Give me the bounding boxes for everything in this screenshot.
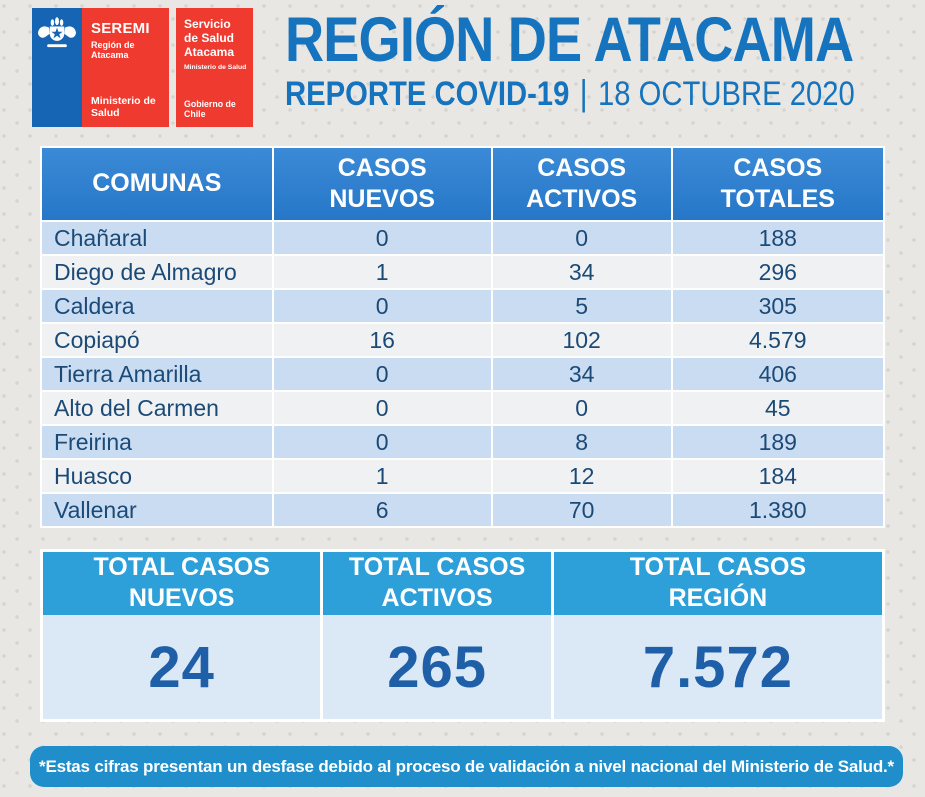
casos-activos-cell: 34 (492, 256, 671, 288)
servicio-logo-line2: de Salud (184, 30, 235, 45)
table-row: Freirina 0 8 189 (42, 426, 883, 458)
casos-activos-cell: 12 (492, 460, 671, 492)
comuna-cell: Copiapó (42, 324, 272, 356)
total-nuevos-value: 24 (43, 615, 321, 719)
table-row: Huasco 1 12 184 (42, 460, 883, 492)
casos-totales-cell: 4.579 (672, 324, 883, 356)
comuna-cell: Freirina (42, 426, 272, 458)
table-row: Vallenar 6 70 1.380 (42, 494, 883, 526)
subtitle-date: 18 OCTUBRE 2020 (598, 75, 855, 114)
totals-header-text: TOTAL CASOS (93, 553, 270, 581)
totals-values-row: 24 265 7.572 (43, 615, 882, 719)
casos-activos-cell: 70 (492, 494, 671, 526)
casos-totales-cell: 45 (672, 392, 883, 424)
totals-header-row: TOTAL CASOS NUEVOS TOTAL CASOS ACTIVOS T… (43, 552, 882, 615)
casos-nuevos-cell: 16 (273, 324, 491, 356)
casos-activos-cell: 0 (492, 222, 671, 254)
cases-table-header: COMUNAS CASOS NUEVOS CASOS ACTIVOS CASOS… (42, 148, 883, 220)
column-header-text: CASOS (337, 153, 427, 182)
servicio-salud-logo: Servicio de Salud Atacama Ministerio de … (176, 8, 253, 127)
comuna-cell: Tierra Amarilla (42, 358, 272, 390)
comuna-cell: Chañaral (42, 222, 272, 254)
totals-header-text: NUEVOS (128, 584, 235, 613)
column-header-text: NUEVOS (329, 185, 435, 213)
column-header-text: CASOS (733, 153, 823, 182)
casos-nuevos-cell: 0 (273, 222, 491, 254)
comuna-cell: Diego de Almagro (42, 256, 272, 288)
casos-nuevos-cell: 0 (273, 290, 491, 322)
totals-header-text: ACTIVOS (381, 584, 493, 613)
seremi-logo: SEREMI Región de Atacama Ministerio de S… (32, 8, 169, 127)
comuna-cell: Caldera (42, 290, 272, 322)
seremi-logo-ministry: Ministerio de Salud (91, 95, 156, 119)
casos-totales-cell: 296 (672, 256, 883, 288)
cases-table: COMUNAS CASOS NUEVOS CASOS ACTIVOS CASOS… (40, 146, 885, 528)
casos-activos-cell: 0 (492, 392, 671, 424)
casos-nuevos-cell: 1 (273, 256, 491, 288)
casos-totales-cell: 188 (672, 222, 883, 254)
casos-totales-cell: 406 (672, 358, 883, 390)
total-activos-header: TOTAL CASOS ACTIVOS (323, 552, 551, 615)
casos-activos-cell: 102 (492, 324, 671, 356)
subtitle-separator: | (579, 72, 588, 114)
footnote-banner: *Estas cifras presentan un desfase debid… (30, 746, 903, 787)
comuna-cell: Alto del Carmen (42, 392, 272, 424)
column-header-comunas: COMUNAS (42, 148, 272, 220)
seremi-logo-red-band: SEREMI Región de Atacama Ministerio de S… (82, 8, 169, 127)
column-header-casos-nuevos: CASOS NUEVOS (273, 148, 491, 220)
total-region-value: 7.572 (553, 615, 882, 719)
table-row: Alto del Carmen 0 0 45 (42, 392, 883, 424)
casos-totales-cell: 189 (672, 426, 883, 458)
column-header-text: CASOS (537, 153, 627, 182)
page-title: REGIÓN DE ATACAMA (285, 5, 854, 75)
casos-activos-cell: 34 (492, 358, 671, 390)
totals-header-text: TOTAL CASOS (348, 553, 526, 581)
total-activos-value: 265 (323, 615, 551, 719)
subtitle-report-label: REPORTE COVID-19 (285, 75, 570, 114)
casos-nuevos-cell: 0 (273, 392, 491, 424)
casos-nuevos-cell: 6 (273, 494, 491, 526)
table-row: Diego de Almagro 1 34 296 (42, 256, 883, 288)
column-header-casos-activos: CASOS ACTIVOS (492, 148, 671, 220)
cases-table-body: Chañaral 0 0 188 Diego de Almagro 1 34 2… (42, 222, 883, 526)
table-row: Tierra Amarilla 0 34 406 (42, 358, 883, 390)
column-header-casos-totales: CASOS TOTALES (672, 148, 883, 220)
totals-header-text: TOTAL CASOS (629, 553, 807, 581)
chile-coat-of-arms-icon (37, 17, 77, 48)
column-header-text: ACTIVOS (526, 185, 638, 213)
casos-totales-cell: 1.380 (672, 494, 883, 526)
servicio-logo-gobierno: Gobierno de Chile (184, 99, 236, 119)
casos-totales-cell: 184 (672, 460, 883, 492)
casos-nuevos-cell: 1 (273, 460, 491, 492)
footnote-text: *Estas cifras presentan un desfase debid… (39, 756, 894, 776)
seremi-logo-blue-band (32, 8, 82, 127)
casos-nuevos-cell: 0 (273, 426, 491, 458)
header-title-block: REGIÓN DE ATACAMA REPORTE COVID-19 | 18 … (285, 8, 887, 114)
casos-activos-cell: 8 (492, 426, 671, 458)
total-nuevos-header: TOTAL CASOS NUEVOS (43, 552, 321, 615)
table-row: Chañaral 0 0 188 (42, 222, 883, 254)
casos-nuevos-cell: 0 (273, 358, 491, 390)
total-region-header: TOTAL CASOS REGIÓN (553, 552, 882, 615)
servicio-logo-ministry: Ministerio de Salud (184, 64, 247, 72)
casos-activos-cell: 5 (492, 290, 671, 322)
column-header-text: COMUNAS (92, 169, 222, 198)
table-row: Copiapó 16 102 4.579 (42, 324, 883, 356)
column-header-text: TOTALES (720, 185, 835, 213)
page-subtitle: REPORTE COVID-19 | 18 OCTUBRE 2020 (285, 72, 887, 114)
comuna-cell: Huasco (42, 460, 272, 492)
casos-totales-cell: 305 (672, 290, 883, 322)
servicio-logo-line1: Servicio (184, 17, 231, 31)
seremi-logo-region: Región de Atacama (91, 40, 135, 60)
totals-header-text: REGIÓN (668, 584, 768, 613)
table-row: Caldera 0 5 305 (42, 290, 883, 322)
servicio-logo-line3: Atacama (184, 44, 235, 59)
totals-panel: TOTAL CASOS NUEVOS TOTAL CASOS ACTIVOS T… (40, 549, 885, 722)
comuna-cell: Vallenar (42, 494, 272, 526)
seremi-logo-title: SEREMI (91, 20, 150, 37)
